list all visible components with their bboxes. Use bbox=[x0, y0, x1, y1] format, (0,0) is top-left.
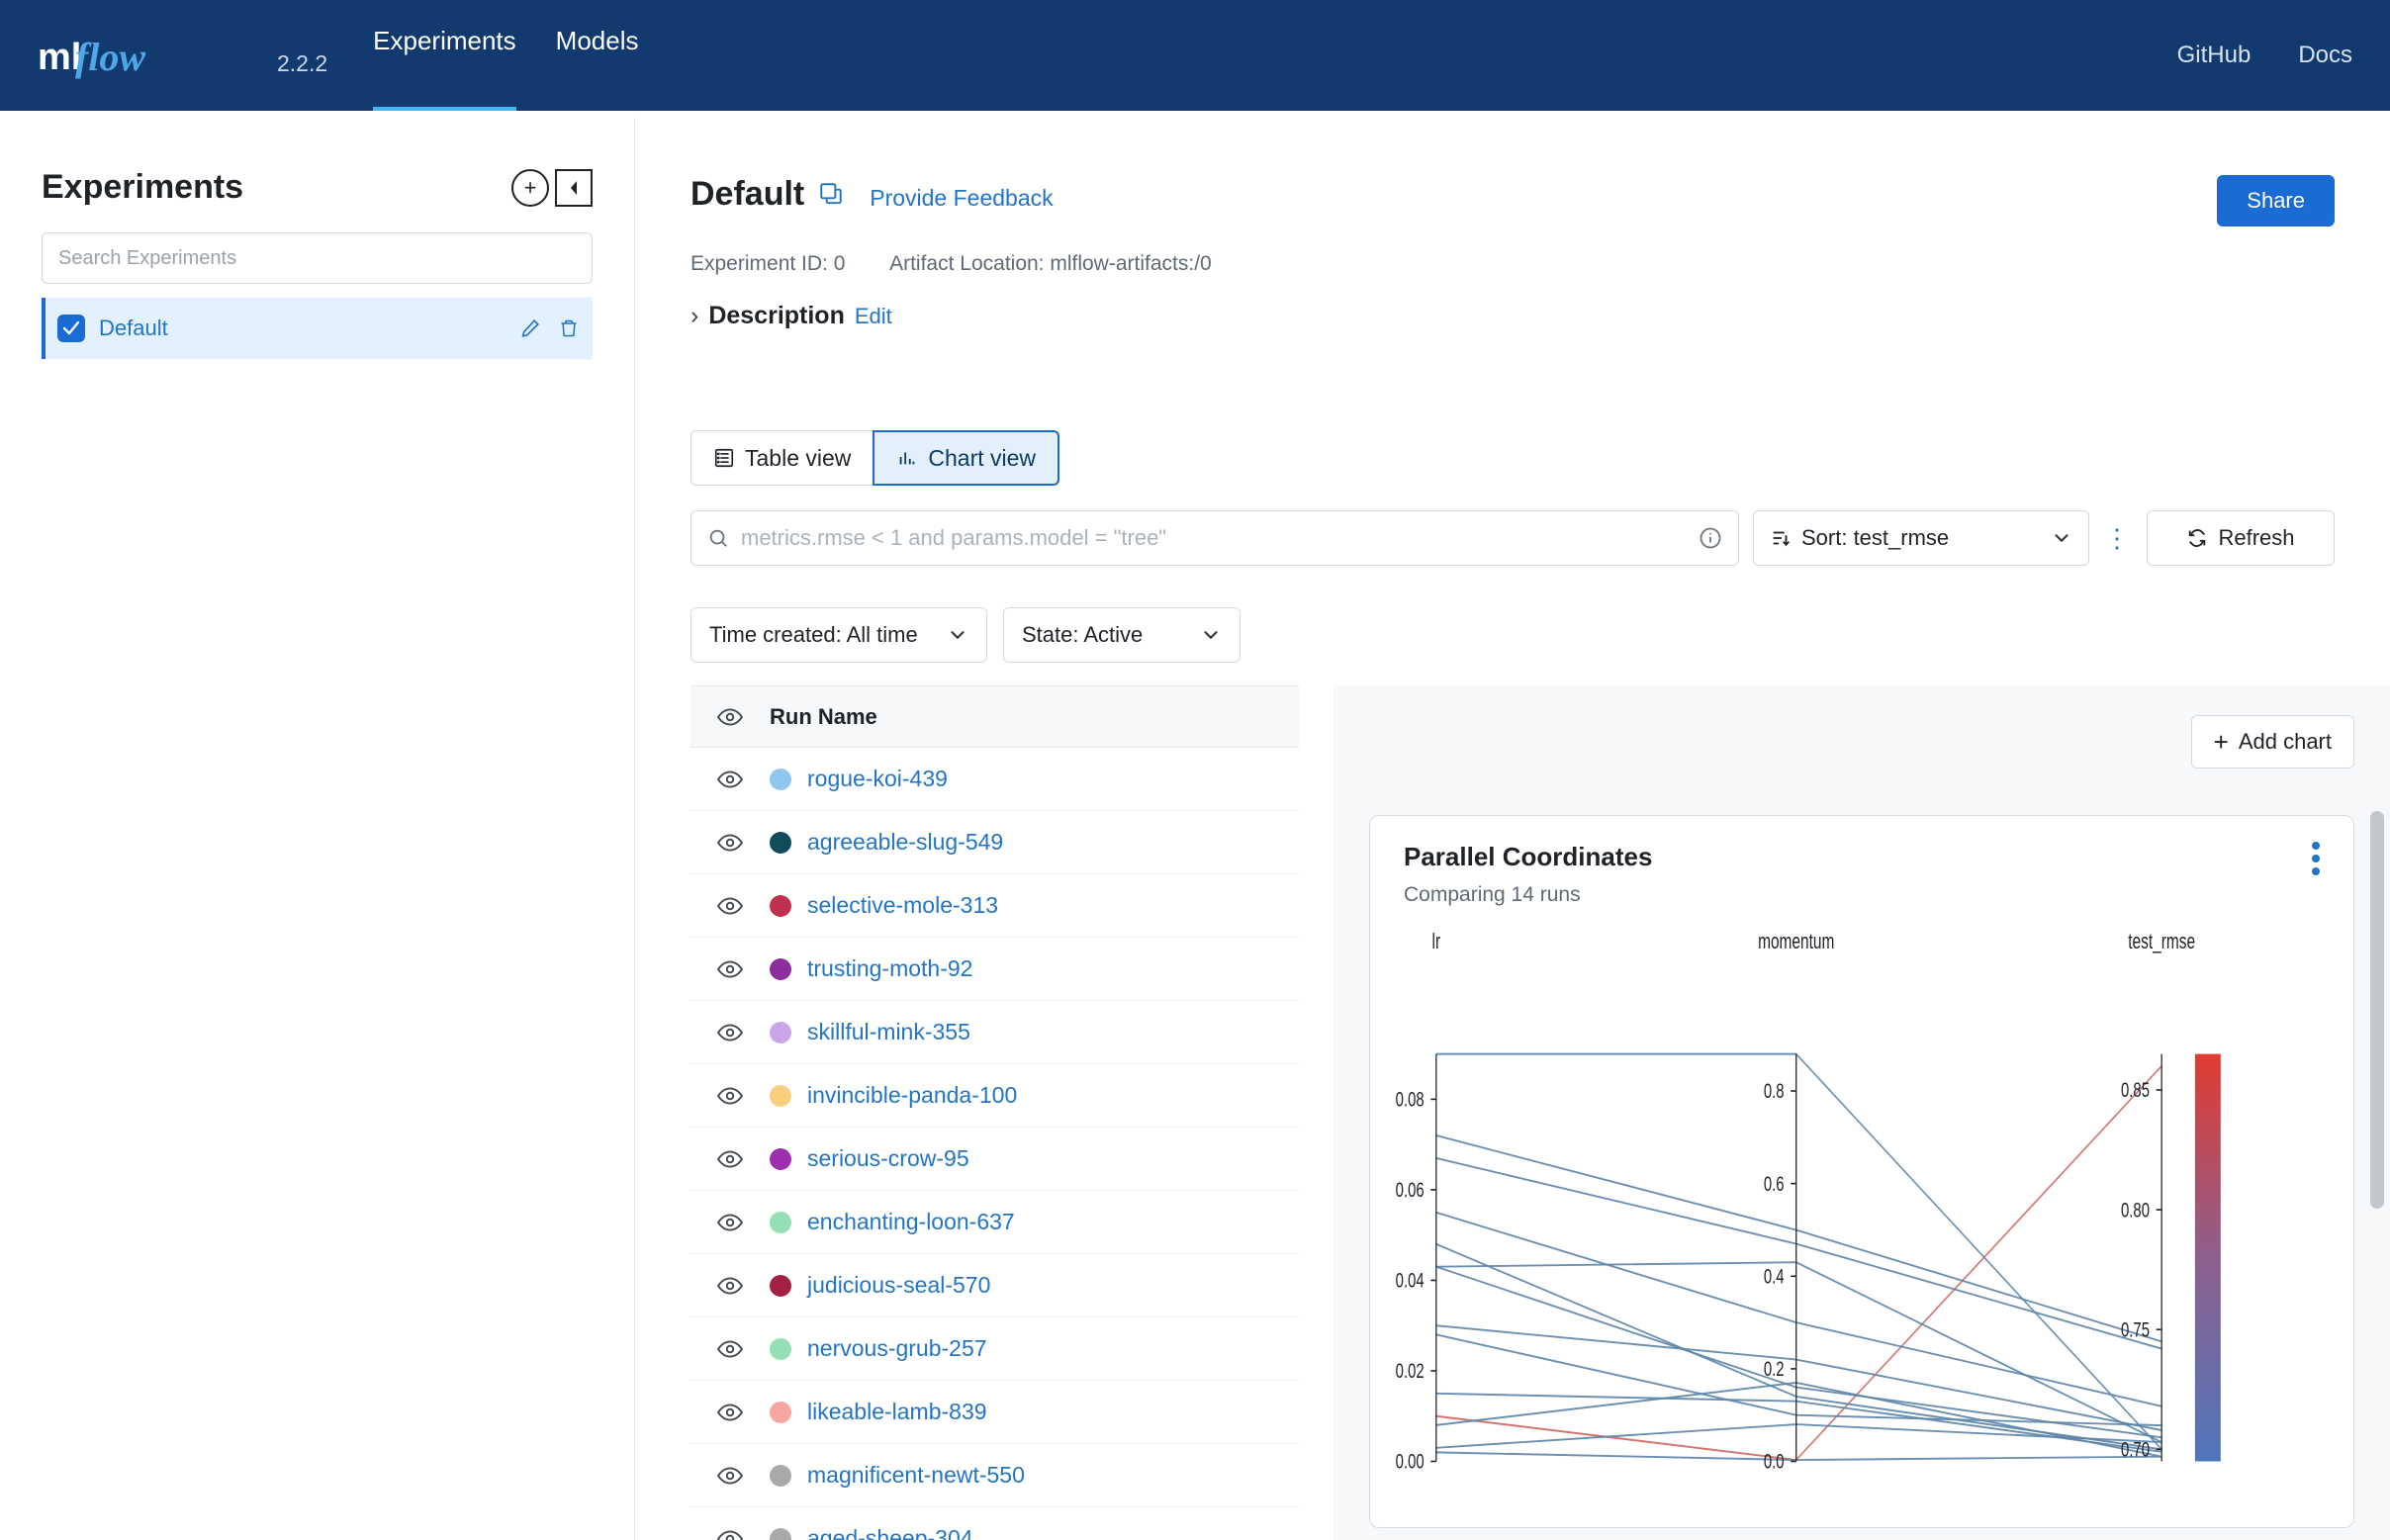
svg-text:0.2: 0.2 bbox=[1764, 1356, 1785, 1380]
svg-text:test_rmse: test_rmse bbox=[2128, 930, 2195, 953]
svg-text:0.85: 0.85 bbox=[2121, 1077, 2150, 1101]
svg-text:0.75: 0.75 bbox=[2121, 1317, 2150, 1341]
svg-text:0.8: 0.8 bbox=[1764, 1078, 1785, 1102]
svg-text:0.08: 0.08 bbox=[1396, 1087, 1425, 1111]
svg-text:0.04: 0.04 bbox=[1396, 1268, 1425, 1292]
svg-text:0.80: 0.80 bbox=[2121, 1197, 2150, 1221]
svg-text:flow: flow bbox=[75, 35, 145, 79]
svg-text:0.4: 0.4 bbox=[1764, 1264, 1785, 1288]
svg-text:0.0: 0.0 bbox=[1764, 1449, 1785, 1473]
svg-text:0.70: 0.70 bbox=[2121, 1437, 2150, 1461]
svg-text:0.02: 0.02 bbox=[1396, 1358, 1425, 1382]
svg-text:0.6: 0.6 bbox=[1764, 1171, 1785, 1195]
svg-text:0.00: 0.00 bbox=[1396, 1449, 1425, 1473]
svg-text:momentum: momentum bbox=[1758, 930, 1834, 953]
svg-text:lr: lr bbox=[1432, 930, 1441, 953]
svg-text:0.06: 0.06 bbox=[1396, 1177, 1425, 1201]
